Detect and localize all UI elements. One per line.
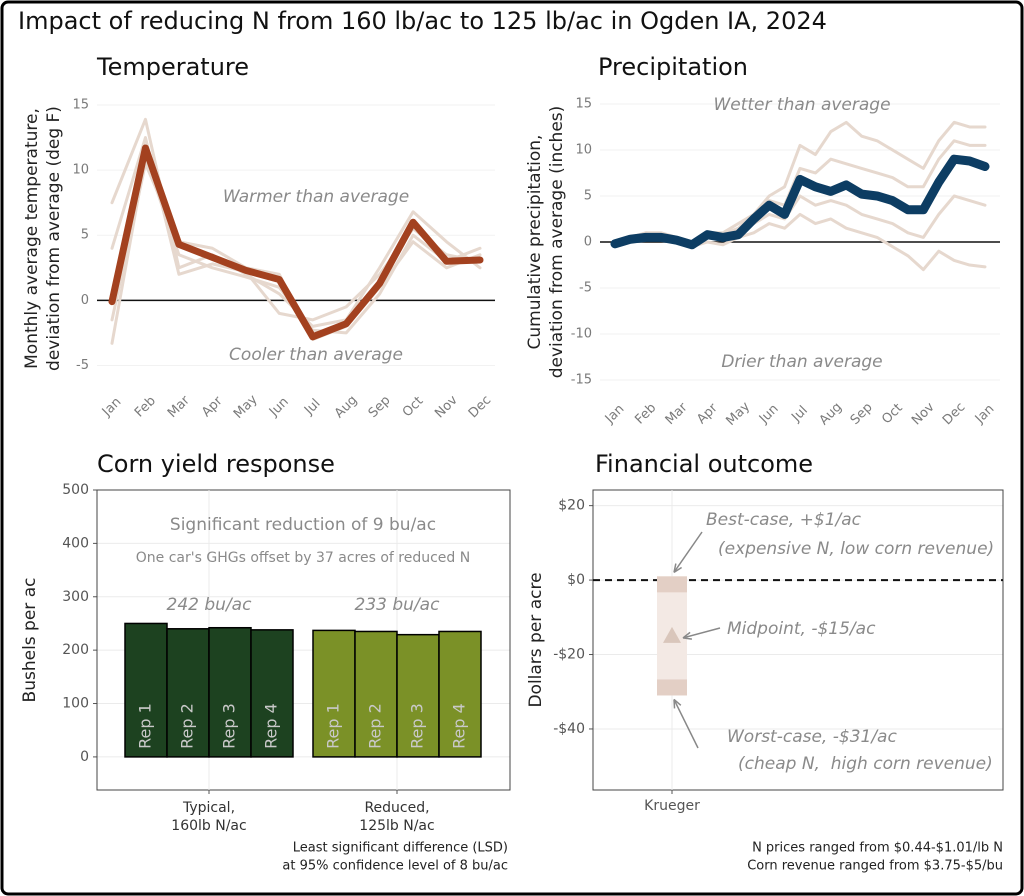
bar-label: Rep 1 (324, 703, 343, 749)
y-axis-label: deviation from average (deg F) (44, 106, 64, 371)
y-tick-label: $0 (567, 572, 585, 588)
y-axis-label: Dollars per acre (526, 572, 546, 707)
panel-title: Financial outcome (595, 450, 813, 478)
y-tick-label: 100 (62, 696, 89, 712)
bar-label: Rep 3 (220, 703, 239, 749)
x-tick-label: 125lb N/ac (359, 818, 434, 834)
y-tick-label: 0 (80, 749, 89, 765)
annotation: One car's GHGs offset by 37 acres of red… (136, 550, 470, 566)
plot-border (96, 489, 511, 791)
bar-label: Rep 2 (178, 703, 197, 749)
annotation: Wetter than average (713, 95, 890, 115)
bar (124, 622, 168, 758)
x-tick-label: 160lb N/ac (171, 818, 246, 834)
y-axis-label: Monthly average temperature, (22, 108, 42, 369)
footnote: Corn revenue ranged from $3.75-$5/bu (747, 859, 1003, 874)
annotation: Worst-case, -$31/ac (727, 727, 897, 747)
y-tick-label: 400 (62, 535, 89, 551)
annotation: Cooler than average (229, 345, 403, 365)
y-tick-label: -$40 (553, 721, 585, 737)
y-axis-label: deviation from average (inches) (547, 106, 567, 379)
bar-label: Rep 2 (366, 703, 385, 749)
y-tick-label: 0 (584, 235, 592, 250)
annotation: Midpoint, -$15/ac (727, 619, 876, 639)
arrow (673, 531, 703, 573)
arrow (682, 627, 721, 639)
group-mean-label: 242 bu/ac (167, 595, 253, 615)
y-tick-label: 15 (575, 96, 592, 111)
arrow-head (673, 698, 682, 709)
y-tick-label: -5 (579, 281, 592, 296)
plot-border (592, 489, 1004, 791)
x-tick-label: Typical, (182, 800, 235, 816)
y-tick-label: -10 (571, 327, 592, 342)
y-axis-label: Bushels per ac (20, 578, 40, 703)
panel-title: Corn yield response (97, 450, 335, 478)
bar (250, 629, 294, 758)
y-tick-label: 15 (72, 98, 89, 113)
y-tick-label: 10 (575, 142, 592, 157)
annotation: Drier than average (721, 352, 882, 372)
footnote: N prices ranged from $0.44-$1.01/lb N (752, 841, 1003, 856)
y-tick-label: 500 (62, 482, 89, 498)
y-tick-label: 5 (584, 188, 592, 203)
y-tick-label: 0 (81, 293, 89, 308)
y-tick-label: -5 (76, 358, 89, 373)
y-tick-label: -$20 (553, 647, 585, 663)
y-tick-label: $20 (558, 498, 585, 514)
bar (438, 630, 482, 758)
y-tick-label: 300 (62, 589, 89, 605)
annotation: (expensive N, low corn revenue) (718, 539, 994, 559)
footnote: at 95% confidence level of 8 bu/ac (282, 859, 508, 874)
arrow-head (682, 631, 693, 640)
arrow-head (673, 563, 683, 573)
series-line (108, 144, 484, 341)
footnote: Least significant difference (LSD) (293, 841, 508, 856)
bar-label: Rep 1 (136, 703, 155, 749)
arrow (673, 699, 699, 749)
worst-case-band (657, 679, 687, 696)
y-axis-label: Cumulative precipitation, (525, 135, 545, 350)
annotation: Significant reduction of 9 bu/ac (170, 515, 436, 535)
bar-label: Rep 3 (408, 703, 427, 749)
annotation: Warmer than average (223, 187, 409, 207)
panel-title: Temperature (96, 53, 249, 81)
x-tick-label: Reduced, (364, 800, 429, 816)
best-case-band (657, 576, 687, 593)
series-line (610, 154, 990, 250)
y-tick-label: 5 (81, 228, 89, 243)
x-tick-label: Krueger (644, 798, 700, 814)
y-tick-label: -15 (571, 373, 592, 388)
annotation: Best-case, +$1/ac (706, 510, 862, 530)
figure-title: Impact of reducing N from 160 lb/ac to 1… (18, 7, 827, 35)
group-mean-label: 233 bu/ac (355, 595, 441, 615)
bar-label: Rep 4 (262, 703, 281, 749)
y-tick-label: 10 (72, 163, 89, 178)
bar-label: Rep 4 (450, 703, 469, 749)
annotation: (cheap N, high corn revenue) (738, 754, 993, 774)
midpoint-marker (663, 626, 681, 643)
panel-title: Precipitation (598, 53, 748, 81)
y-tick-label: 200 (62, 642, 89, 658)
